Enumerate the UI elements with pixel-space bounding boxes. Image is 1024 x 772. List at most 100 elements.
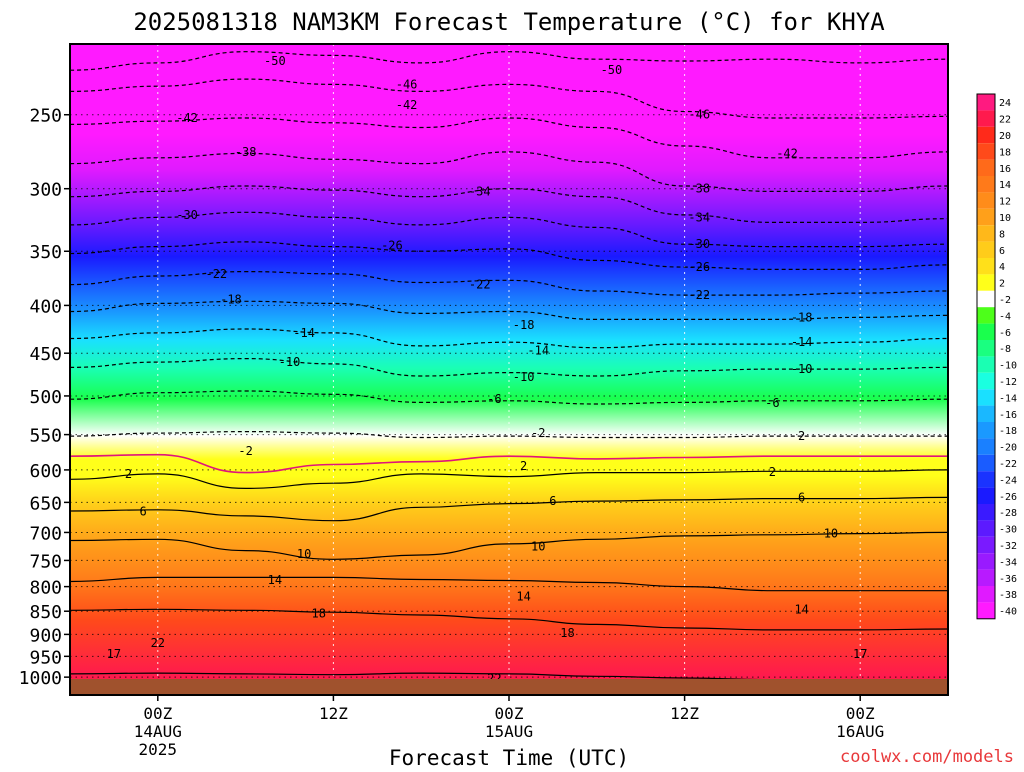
legend-label: -12	[999, 377, 1017, 388]
y-tick-label: 300	[29, 180, 62, 201]
legend-label: -28	[999, 508, 1017, 519]
isotherm-minus46	[70, 78, 948, 119]
legend-label: -18	[999, 426, 1017, 437]
isotherm-label: -46	[688, 108, 710, 122]
isotherm-minus34	[70, 185, 948, 224]
chart-title: 2025081318 NAM3KM Forecast Temperature (…	[133, 8, 885, 36]
isotherm-label: -14	[293, 326, 315, 340]
y-tick-label: 850	[29, 602, 62, 623]
y-tick-label: 700	[29, 523, 62, 544]
x-tick-label: 15AUG	[485, 722, 533, 741]
isotherm-label: 14	[268, 573, 282, 587]
y-tick-label: 500	[29, 387, 62, 408]
isotherm-18	[70, 608, 948, 631]
legend-swatch	[977, 176, 995, 193]
isotherm-label: -50	[601, 63, 623, 77]
legend-label: -2	[999, 295, 1011, 306]
isotherm-14	[70, 576, 948, 592]
legend-swatch	[977, 323, 995, 340]
isotherm-label: -22	[688, 288, 710, 302]
isotherm-minus42	[70, 117, 948, 159]
isotherm-label: 17	[107, 647, 121, 661]
legend-swatch	[977, 274, 995, 291]
isotherm-label: -26	[381, 238, 403, 252]
legend-label: 2	[999, 279, 1005, 290]
legend-label: 22	[999, 115, 1011, 126]
isotherm-label: 18	[560, 626, 574, 640]
y-tick-label: 400	[29, 296, 62, 317]
legend-swatch	[977, 520, 995, 537]
legend-label: -4	[999, 311, 1011, 322]
y-tick-label: 650	[29, 493, 62, 514]
legend-label: -30	[999, 525, 1017, 536]
legend-swatch	[977, 471, 995, 488]
isotherm-label: -26	[688, 260, 710, 274]
legend-swatch	[977, 241, 995, 258]
isotherm-6	[70, 496, 948, 522]
x-tick-label: 12Z	[670, 704, 699, 723]
y-tick-label: 250	[29, 106, 62, 127]
legend-swatch	[977, 356, 995, 373]
isotherm-minus30	[70, 211, 948, 248]
legend-label: -16	[999, 410, 1017, 421]
credit-text: coolwx.com/models	[840, 747, 1014, 767]
legend-swatch	[977, 290, 995, 308]
legend-swatch	[977, 389, 995, 406]
legend-swatch	[977, 504, 995, 521]
legend-swatch	[977, 94, 995, 111]
x-tick-label: 00Z	[846, 704, 875, 723]
isotherm-minus50	[70, 51, 948, 71]
isotherm-label: 10	[824, 527, 838, 541]
x-tick-label: 00Z	[143, 704, 172, 723]
y-tick-label: 800	[29, 578, 62, 599]
isotherm-label: -42	[396, 98, 418, 112]
legend-label: -6	[999, 328, 1011, 339]
y-tick-label: 600	[29, 461, 62, 482]
legend-label: -10	[999, 361, 1017, 372]
isotherm-label: 17	[853, 647, 867, 661]
y-tick-label: 350	[29, 242, 62, 263]
isotherm-10	[70, 531, 948, 560]
isotherm-label: 2	[520, 459, 527, 473]
y-tick-label: 750	[29, 551, 62, 572]
legend-swatch	[977, 553, 995, 570]
legend-label: -32	[999, 541, 1017, 552]
legend-label: 20	[999, 131, 1011, 142]
isotherm-label: -10	[791, 362, 813, 376]
isotherm-label: -6	[487, 392, 501, 406]
legend-label: 12	[999, 197, 1011, 208]
x-axis-label: Forecast Time (UTC)	[389, 746, 629, 768]
legend-label: 14	[999, 180, 1011, 191]
legend-label: -24	[999, 475, 1017, 486]
legend-frame	[976, 93, 996, 620]
isotherm-label: 14	[516, 590, 530, 604]
isotherm-label: 2	[125, 467, 132, 481]
legend-label: -14	[999, 393, 1017, 404]
legend-label: 4	[999, 262, 1005, 273]
legend-label: 16	[999, 164, 1011, 175]
isotherm-label: -14	[527, 343, 549, 357]
legend-swatch	[977, 586, 995, 603]
legend-label: -26	[999, 492, 1017, 503]
isotherm-label: -22	[205, 267, 227, 281]
x-tick-label: 2025	[139, 740, 178, 759]
isotherm-label: -2	[531, 426, 545, 440]
legend-swatch	[977, 454, 995, 472]
isotherm-label: 6	[140, 505, 147, 519]
isotherm-label: 22	[151, 636, 165, 650]
legend-swatch	[977, 405, 995, 422]
isotherm-label: -18	[791, 310, 813, 324]
x-tick-label: 16AUG	[836, 722, 884, 741]
legend-label: 6	[999, 246, 1005, 257]
legend-label: 8	[999, 229, 1005, 240]
legend-label: 24	[999, 98, 1011, 109]
legend-label: -40	[999, 607, 1017, 618]
grid-lines	[70, 44, 948, 695]
legend-swatch	[977, 536, 995, 554]
legend-swatch	[977, 192, 995, 209]
isotherm-label: -34	[688, 210, 710, 224]
legend-swatch	[977, 422, 995, 439]
